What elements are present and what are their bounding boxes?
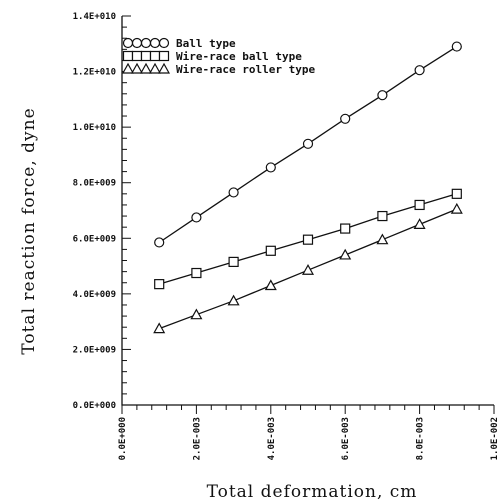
legend-marker-square [158,50,170,62]
data-point-square [191,267,202,279]
data-point-circle [228,187,239,198]
data-point-circle [265,162,276,173]
legend-item: Wire-race roller type [121,62,315,76]
legend-marker-square [131,50,143,62]
series-group [153,41,463,334]
y-tick-label: 1.0E+010 [73,123,116,133]
legend-marker-square [140,50,152,62]
data-point-triangle [264,279,277,291]
data-point-circle [340,113,351,124]
data-point-triangle [227,294,240,306]
series-circle [154,41,462,248]
data-point-circle [191,212,202,223]
x-axis-title: Total deformation, cm [207,482,418,502]
data-point-square [154,279,165,290]
x-tick-label: 1.0E-002 [490,417,500,460]
x-tick-label: 0.0E+000 [118,417,128,460]
data-point-square [302,234,314,245]
legend-marker-circle [140,37,152,49]
legend-marker-circle [158,37,170,49]
y-tick-label: 0.0E+000 [73,401,116,411]
series-triangle [153,202,463,334]
y-tick-label: 8.0E+009 [73,179,116,189]
data-point-circle [377,90,388,101]
data-point-triangle [301,264,315,275]
data-point-triangle [339,248,352,260]
data-point-square [451,188,462,199]
y-axis-title: Total reaction force, dyne [19,107,39,354]
data-point-circle [451,41,462,52]
data-point-circle [154,237,165,248]
data-point-triangle [450,202,463,214]
axes: 0.0E+000 2.0E+009 4.0E+009 6.0E+009 8.0E+009… [73,12,500,460]
data-point-square [377,210,388,222]
legend-marker-triangle [148,62,162,74]
y-tick-label: 6.0E+009 [73,234,116,244]
legend-marker-square [149,50,161,62]
data-point-triangle [376,233,389,245]
y-tick-label: 2.0E+009 [73,345,116,355]
data-point-circle [414,65,425,76]
legend-label: Wire-race ball type [176,50,302,63]
legend-label: Ball type [176,37,236,50]
data-point-circle [302,138,314,149]
data-point-triangle [153,322,166,334]
x-tick-label: 2.0E-003 [192,417,202,460]
series-square [154,188,462,290]
legend-label: Wire-race roller type [176,63,315,76]
y-tick-label: 4.0E+009 [73,290,116,300]
data-point-triangle [413,218,426,229]
legend-item: Ball type [122,37,236,50]
legend-marker-circle [122,37,134,49]
y-tick-label: 1.2E+010 [73,68,116,78]
data-point-square [340,223,351,234]
x-tick-label: 4.0E-003 [267,417,277,460]
legend-marker-triangle [130,62,144,74]
data-point-square [414,199,425,211]
x-tick-label: 6.0E-003 [341,417,351,460]
legend-marker-circle [149,37,161,49]
legend-marker-square [122,50,134,62]
data-point-square [265,245,276,256]
legend-item: Wire-race ball type [122,50,302,63]
legend-marker-triangle [139,62,153,74]
legend-marker-triangle [121,62,135,74]
legend-marker-circle [131,37,143,49]
x-tick-label: 8.0E-003 [416,417,426,460]
y-tick-label: 1.4E+010 [73,12,116,22]
data-point-triangle [190,308,203,320]
data-point-square [228,256,239,268]
legend-marker-triangle [157,62,171,74]
